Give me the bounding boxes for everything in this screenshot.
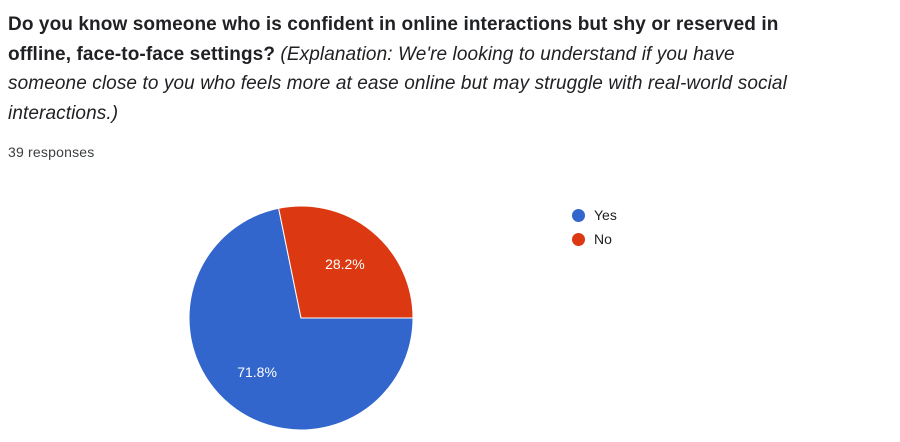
legend-item-no[interactable]: No (572, 227, 617, 251)
slice-label-no: 28.2% (325, 256, 365, 272)
chart-legend: Yes No (572, 203, 617, 251)
legend-swatch-no (572, 232, 585, 246)
pie-slice-yes[interactable] (188, 207, 414, 431)
legend-label-no: No (594, 231, 612, 247)
pie-slices (188, 205, 414, 431)
question-title: Do you know someone who is confident in … (8, 10, 788, 128)
legend-label-yes: Yes (594, 207, 617, 223)
legend-item-yes[interactable]: Yes (572, 203, 617, 227)
pie-slice-labels: 71.8% 28.2% (237, 256, 365, 380)
slice-label-yes: 71.8% (237, 364, 277, 380)
question-explanation: (Explanation: We're looking to understan… (8, 43, 787, 124)
question-text: Do you know someone who is confident in … (8, 14, 779, 65)
pie-slice-no[interactable] (278, 205, 414, 319)
legend-swatch-yes (572, 208, 585, 222)
response-count: 39 responses (8, 144, 95, 160)
